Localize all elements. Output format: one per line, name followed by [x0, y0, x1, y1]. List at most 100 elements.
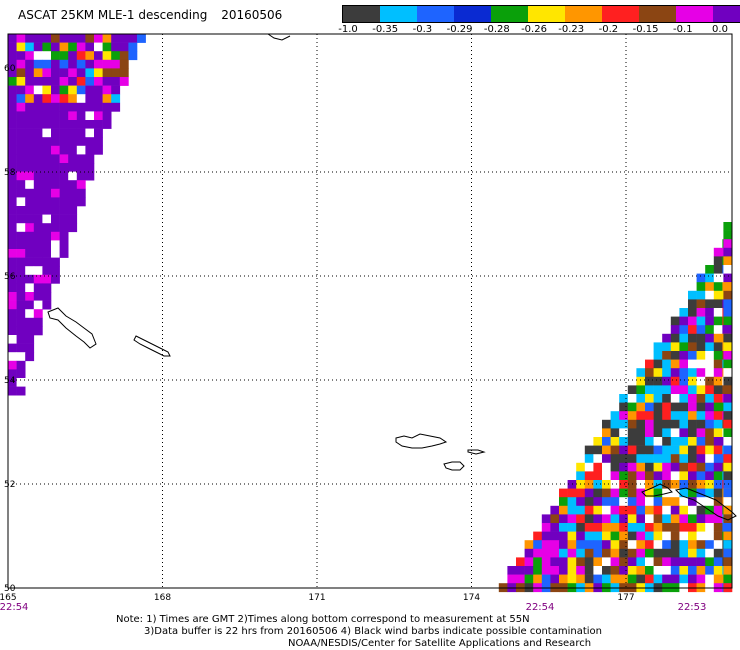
swath-cell [653, 402, 663, 412]
swath-cell [8, 300, 17, 310]
swath-cell [33, 206, 43, 215]
swath-cell [8, 386, 17, 396]
swath-cell [119, 77, 129, 86]
colorbar-tick-label: -0.23 [558, 24, 585, 35]
swath-cell [723, 488, 733, 498]
swath-cell [636, 437, 646, 446]
swath-cell [42, 223, 52, 233]
swath-cell [68, 154, 78, 164]
swath-cell [723, 368, 733, 378]
swath-cell [696, 428, 706, 438]
swath-cell [696, 342, 706, 352]
swath-cell [713, 325, 723, 335]
swath-cell [25, 292, 35, 301]
swath-cell [723, 376, 733, 386]
swath-cell [636, 557, 646, 567]
swath-cell [68, 85, 78, 95]
swath-cell [627, 523, 637, 532]
swath-cell [16, 188, 26, 198]
swath-cell [653, 531, 663, 541]
swath-cell [723, 445, 733, 455]
swath-cell [688, 531, 697, 541]
swath-cell [16, 85, 26, 95]
swath-cell [713, 437, 723, 446]
swath-cell [723, 497, 733, 507]
swath-left [8, 34, 146, 396]
swath-cell [76, 94, 86, 104]
swath-cell [68, 206, 78, 215]
swath-cell [688, 394, 697, 403]
swath-cell [76, 197, 86, 207]
swath-cell [33, 145, 43, 155]
swath-cell [128, 51, 138, 61]
swath-cell [25, 77, 35, 86]
swath-cell [713, 411, 723, 421]
swath-cell [25, 171, 35, 181]
swath-cell [16, 249, 26, 258]
swath-cell [705, 566, 715, 575]
swath-cell [662, 531, 672, 541]
swath-cell [85, 154, 95, 164]
swath-cell [593, 437, 603, 446]
swath-cell [33, 163, 43, 172]
swath-cell [696, 523, 706, 532]
swath-cell [42, 231, 52, 241]
swath-cell [662, 497, 672, 507]
swath-cell [696, 282, 706, 292]
swath-cell [85, 102, 95, 112]
swath-cell [42, 85, 52, 95]
swath-cell [33, 223, 43, 233]
swath-cell [593, 548, 603, 558]
swath-cell [670, 394, 680, 403]
swath-cell [516, 557, 525, 567]
swath-cell [16, 163, 26, 172]
swath-cell [51, 249, 60, 258]
swath-cell [76, 77, 86, 86]
swath-cell [619, 454, 629, 464]
swath-cell [8, 326, 17, 336]
swath-cell [59, 214, 69, 224]
swath-cell [723, 523, 733, 532]
swath-cell [662, 574, 672, 584]
swath-cell [76, 59, 86, 69]
swath-cell [679, 359, 689, 369]
swath-cell [524, 540, 534, 550]
swath-cell [16, 59, 26, 69]
swath-cell [602, 557, 611, 567]
swath-cell [627, 394, 637, 403]
swath-cell [670, 316, 680, 326]
coastlines [47, 33, 737, 521]
swath-cell [688, 351, 697, 360]
swath-cell [723, 239, 733, 249]
swath-cell [584, 531, 594, 541]
swath-cell [679, 385, 689, 395]
swath-cell [653, 385, 663, 395]
swath-cell [8, 180, 17, 190]
swath-cell [59, 145, 69, 155]
swath-cell [662, 437, 672, 446]
swath-cell [16, 343, 26, 353]
swath-cell [33, 51, 43, 61]
swath-cell [713, 574, 723, 584]
swath-cell [627, 488, 637, 498]
swath-cell [16, 94, 26, 104]
swath-cell [688, 462, 697, 472]
swath-cell [33, 249, 43, 258]
swath-cell [119, 51, 129, 61]
swath-cell [25, 34, 35, 43]
swath-cell [645, 411, 654, 421]
swath-cell [662, 557, 672, 567]
swath-cell [696, 548, 706, 558]
swath-cell [576, 566, 586, 575]
swath-cell [507, 566, 517, 575]
swath-cell [68, 163, 78, 172]
swath-cell [610, 505, 620, 515]
swath-cell [636, 514, 646, 524]
colorbar-tick-label: -0.26 [521, 24, 547, 35]
swath-cell [85, 145, 95, 155]
swath-cell [713, 351, 723, 360]
swath-cell [25, 111, 35, 121]
swath-cell [59, 34, 69, 43]
swath-cell [16, 223, 26, 233]
swath-cell [645, 471, 654, 481]
